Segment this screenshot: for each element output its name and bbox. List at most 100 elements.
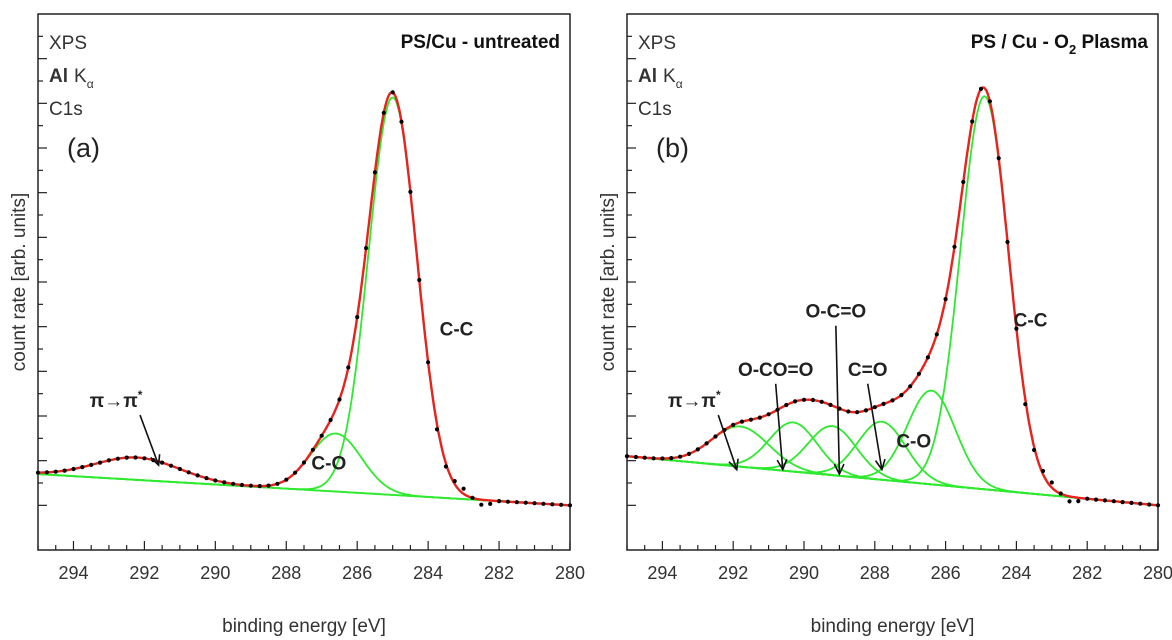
data-point xyxy=(1093,497,1099,502)
data-point xyxy=(642,455,647,460)
data-point xyxy=(266,483,271,488)
data-point xyxy=(1005,239,1010,245)
data-point xyxy=(846,409,851,414)
core-level-label: C1s xyxy=(638,99,672,120)
data-point xyxy=(961,179,966,185)
x-tick-label: 286 xyxy=(342,563,372,583)
data-point xyxy=(855,410,860,415)
data-point xyxy=(1023,402,1028,407)
data-point xyxy=(284,477,289,482)
data-point xyxy=(1138,501,1143,506)
source-line: K xyxy=(74,66,87,87)
data-point xyxy=(417,277,422,283)
annotation-text: C=O xyxy=(848,360,888,381)
annotation-text: C-O xyxy=(896,431,931,452)
data-point xyxy=(970,119,975,124)
data-point xyxy=(1085,496,1090,501)
data-point xyxy=(978,86,984,91)
source-line-sub: α xyxy=(87,77,94,91)
data-point xyxy=(532,501,537,506)
annotation-text: O-C=O xyxy=(806,302,867,323)
data-point xyxy=(633,454,639,460)
annotation-arrowhead xyxy=(776,459,788,472)
data-point xyxy=(863,408,869,413)
data-point xyxy=(996,156,1001,161)
data-point xyxy=(748,417,754,422)
panel-title: PS/Cu - untreated xyxy=(401,32,560,53)
data-point xyxy=(443,464,448,469)
data-point xyxy=(784,402,789,408)
annotation-label: π→π* xyxy=(90,388,143,412)
data-point xyxy=(550,502,555,507)
annotation-arrowhead xyxy=(728,458,739,472)
data-point xyxy=(567,503,573,508)
annotation-sup: * xyxy=(138,388,143,402)
source-label: Al Kα xyxy=(638,66,683,91)
data-point xyxy=(739,419,745,424)
data-point xyxy=(678,454,683,459)
data-point xyxy=(426,360,431,365)
annotation-label: O-CO=O xyxy=(738,360,813,381)
source-label: Al Kα xyxy=(49,66,94,91)
data-point xyxy=(319,433,324,438)
annotation-text: O-CO=O xyxy=(738,360,813,381)
annotation-label: C-O xyxy=(311,454,346,475)
x-tick-label: 288 xyxy=(860,563,890,583)
data-point xyxy=(98,460,103,465)
x-axis-label: binding energy [eV] xyxy=(222,616,386,637)
data-point xyxy=(372,170,377,175)
data-point xyxy=(669,456,674,461)
data-point xyxy=(497,499,502,504)
panel-label: (a) xyxy=(67,133,100,163)
x-tick-label: 292 xyxy=(129,563,159,583)
data-point xyxy=(488,501,493,506)
annotation-text: C-C xyxy=(1014,311,1048,332)
x-tick-label: 294 xyxy=(647,563,677,583)
plot-frame xyxy=(37,13,571,551)
x-tick-label: 288 xyxy=(271,563,301,583)
data-point xyxy=(399,119,404,124)
data-point xyxy=(381,110,386,115)
data-point xyxy=(541,501,546,506)
data-point xyxy=(1120,500,1125,505)
data-point xyxy=(53,469,58,474)
data-point xyxy=(461,486,466,491)
data-point xyxy=(987,99,993,104)
data-point xyxy=(793,399,798,404)
x-axis-label: binding energy [eV] xyxy=(811,616,975,637)
annotation-label: C-C xyxy=(1014,311,1048,332)
component-peak-- xyxy=(626,425,1159,507)
data-point xyxy=(452,479,457,484)
annotation-text: π→π xyxy=(668,391,717,412)
plot-frame xyxy=(626,13,1159,551)
annotation-arrowhead xyxy=(833,463,845,476)
annotation-arrow xyxy=(866,383,883,470)
x-tick-label: 282 xyxy=(1072,563,1102,583)
data-point xyxy=(908,384,913,389)
data-point xyxy=(559,502,564,507)
x-tick-label: 284 xyxy=(1001,563,1031,583)
x-tick-label: 284 xyxy=(413,563,443,583)
data-point xyxy=(115,456,120,461)
data-point xyxy=(248,483,253,488)
annotation-label: π→π* xyxy=(668,388,721,412)
data-point xyxy=(881,401,886,406)
data-point xyxy=(1058,491,1063,496)
data-point xyxy=(1111,499,1116,504)
x-tick-label: 290 xyxy=(200,563,230,583)
data-point xyxy=(713,434,718,439)
x-tick-label: 292 xyxy=(718,563,748,583)
data-point xyxy=(80,465,85,470)
annotation-label: C=O xyxy=(848,360,888,381)
data-point xyxy=(346,365,351,370)
data-point xyxy=(479,502,484,507)
data-point xyxy=(943,297,948,302)
data-point xyxy=(695,447,700,452)
annotation-sup: * xyxy=(716,388,721,402)
x-tick-label: 282 xyxy=(484,563,514,583)
data-point xyxy=(916,371,922,376)
source-line-sub: α xyxy=(676,77,683,91)
data-point xyxy=(1076,499,1081,504)
annotation-arrowhead xyxy=(150,454,161,467)
data-point xyxy=(1129,500,1134,505)
